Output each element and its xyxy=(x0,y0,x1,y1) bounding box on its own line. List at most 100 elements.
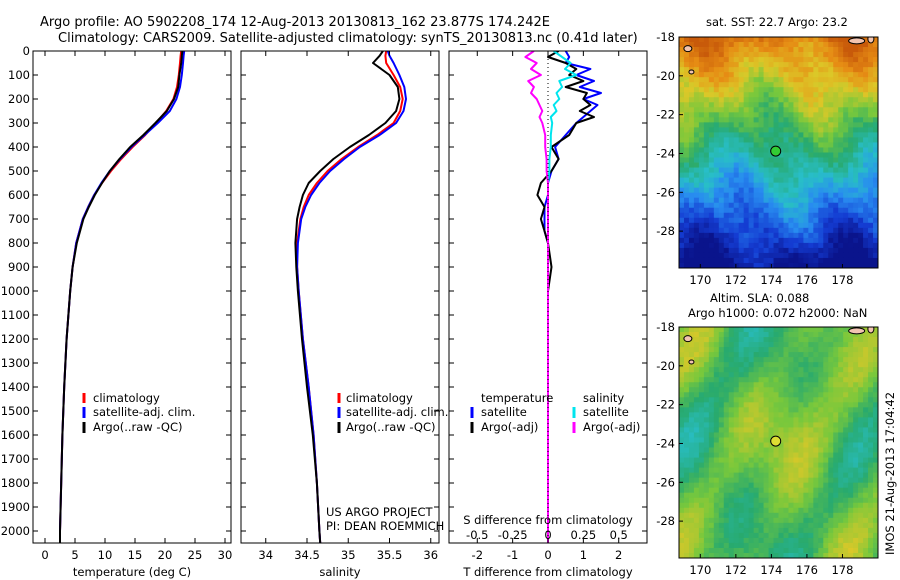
map-cell xyxy=(768,142,774,148)
map-cell xyxy=(863,382,869,388)
map-cell xyxy=(698,467,705,474)
map-cell xyxy=(688,77,695,83)
map-cell xyxy=(843,57,849,63)
map-cell xyxy=(683,252,690,259)
map-cell xyxy=(733,232,740,239)
map-cell xyxy=(798,467,804,474)
map-cell xyxy=(783,142,789,148)
map-cell xyxy=(793,137,799,143)
map-cell xyxy=(698,212,705,219)
map-cell xyxy=(703,167,710,173)
map-cell xyxy=(873,337,878,343)
x-tick-label-secondary: 0.5 xyxy=(610,528,628,542)
map-cell xyxy=(818,162,824,168)
map-cell xyxy=(808,242,814,249)
map-cell xyxy=(708,377,715,383)
map-cell xyxy=(808,112,814,118)
map-cell xyxy=(723,452,730,458)
map-cell xyxy=(788,382,794,388)
map-cell xyxy=(808,342,814,348)
map-cell xyxy=(873,427,878,433)
map-cell xyxy=(743,352,750,358)
map-cell xyxy=(813,407,819,413)
map-cell xyxy=(863,477,869,484)
map-cell xyxy=(688,72,695,78)
map-cell xyxy=(813,352,819,358)
map-cell xyxy=(778,62,784,68)
map-cell xyxy=(679,332,685,338)
map-cell xyxy=(783,107,789,113)
map-cell xyxy=(798,227,804,234)
map-cell xyxy=(763,137,769,143)
map-cell xyxy=(718,117,725,123)
map-cell xyxy=(813,252,819,259)
map-cell xyxy=(793,222,799,229)
map-cell xyxy=(798,182,804,189)
map-cell xyxy=(793,547,799,554)
map-cell xyxy=(813,212,819,219)
map-cell xyxy=(773,522,779,529)
map-cell xyxy=(768,517,774,524)
map-cell xyxy=(748,502,755,509)
map-cell xyxy=(773,387,779,393)
map-cell xyxy=(783,77,789,83)
map-cell xyxy=(703,552,710,558)
map-cell xyxy=(763,412,769,418)
x-tick-label: 25 xyxy=(188,548,203,562)
map-cell xyxy=(708,187,715,194)
map-cell xyxy=(823,462,829,469)
map-cell xyxy=(818,377,824,383)
map-cell xyxy=(688,227,695,234)
map-cell xyxy=(868,387,874,393)
map-cell xyxy=(813,347,819,353)
map-cell xyxy=(818,82,824,88)
map-cell xyxy=(808,517,814,524)
map-cell xyxy=(698,57,705,63)
map-cell xyxy=(798,437,804,443)
map-cell xyxy=(698,137,705,143)
map-cell xyxy=(783,162,789,168)
map-cell xyxy=(808,47,814,53)
map-cell xyxy=(723,62,730,68)
map-cell xyxy=(768,392,774,398)
map-cell xyxy=(803,252,809,259)
map-cell xyxy=(693,437,700,443)
map-cell xyxy=(778,457,784,463)
map-cell xyxy=(863,392,869,398)
map-cell xyxy=(688,122,695,128)
map-cell xyxy=(813,202,819,209)
map-cell xyxy=(843,147,849,153)
map-cell xyxy=(679,177,685,184)
map-cell xyxy=(733,132,740,138)
map-cell xyxy=(763,57,769,63)
map-cell xyxy=(808,252,814,259)
map-cell xyxy=(688,472,695,479)
map-cell xyxy=(763,257,769,264)
map-cell xyxy=(858,142,864,148)
map-cell xyxy=(748,407,755,413)
map-cell xyxy=(743,137,750,143)
map-cell xyxy=(818,62,824,68)
map-cell xyxy=(688,242,695,249)
map-cell xyxy=(723,77,730,83)
legend-argo: Argo(..raw -QC) xyxy=(93,420,183,434)
map-cell xyxy=(808,197,814,204)
map-cell xyxy=(743,332,750,338)
map-cell xyxy=(713,152,720,158)
map-cell xyxy=(698,197,705,204)
map-cell xyxy=(688,152,695,158)
map-cell xyxy=(738,87,745,93)
map-cell xyxy=(788,537,794,544)
map-cell xyxy=(778,552,784,558)
map-cell xyxy=(788,442,794,448)
map-cell xyxy=(683,552,690,558)
map-cell xyxy=(858,72,864,78)
map-cell xyxy=(828,342,834,348)
map-cell xyxy=(728,127,735,133)
map-cell xyxy=(698,202,705,209)
map-cell xyxy=(679,542,685,549)
map-cell xyxy=(863,462,869,469)
map-cell xyxy=(718,222,725,229)
map-cell xyxy=(743,242,750,249)
map-cell xyxy=(763,432,769,438)
